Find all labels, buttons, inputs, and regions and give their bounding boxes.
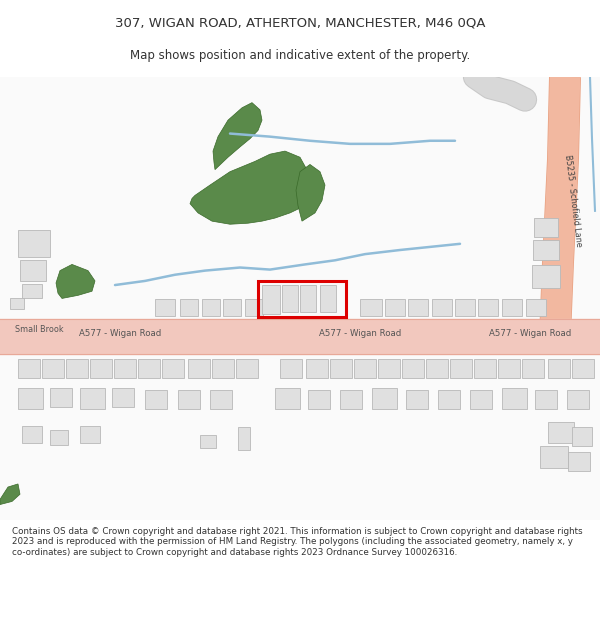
Bar bbox=[478, 299, 498, 316]
Bar bbox=[90, 359, 112, 378]
Bar bbox=[114, 359, 136, 378]
Bar bbox=[402, 359, 424, 378]
Bar bbox=[438, 390, 460, 409]
Text: B5235 - Schofield Lane: B5235 - Schofield Lane bbox=[563, 154, 583, 247]
Polygon shape bbox=[213, 102, 262, 169]
Bar bbox=[66, 359, 88, 378]
Bar bbox=[180, 299, 198, 316]
Bar bbox=[567, 390, 589, 409]
Bar bbox=[280, 359, 302, 378]
Text: Small Brook: Small Brook bbox=[15, 325, 64, 334]
Polygon shape bbox=[56, 264, 95, 298]
Bar bbox=[80, 426, 100, 442]
Bar bbox=[22, 426, 42, 442]
Bar bbox=[155, 299, 175, 316]
Bar bbox=[470, 390, 492, 409]
Bar bbox=[572, 428, 592, 446]
Bar bbox=[210, 390, 232, 409]
Text: A577 - Wigan Road: A577 - Wigan Road bbox=[79, 329, 161, 338]
Bar bbox=[330, 359, 352, 378]
Bar bbox=[300, 285, 316, 312]
Bar bbox=[275, 388, 300, 409]
Bar bbox=[238, 428, 250, 450]
Bar bbox=[212, 359, 234, 378]
Bar bbox=[112, 388, 134, 407]
Bar bbox=[572, 359, 594, 378]
Bar bbox=[258, 281, 346, 317]
Bar bbox=[282, 285, 298, 312]
Bar bbox=[200, 436, 216, 448]
Bar bbox=[378, 359, 400, 378]
Bar bbox=[202, 299, 220, 316]
Bar bbox=[450, 359, 472, 378]
Bar bbox=[10, 298, 24, 309]
Polygon shape bbox=[296, 164, 325, 221]
Text: A577 - Wigan Road: A577 - Wigan Road bbox=[489, 329, 571, 338]
Bar bbox=[20, 260, 46, 281]
Bar bbox=[455, 299, 475, 316]
Bar bbox=[498, 359, 520, 378]
Text: 307, WIGAN ROAD, ATHERTON, MANCHESTER, M46 0QA: 307, WIGAN ROAD, ATHERTON, MANCHESTER, M… bbox=[115, 16, 485, 29]
Bar bbox=[50, 431, 68, 445]
Bar bbox=[535, 390, 557, 409]
Polygon shape bbox=[190, 151, 310, 224]
Bar bbox=[223, 299, 241, 316]
Bar bbox=[385, 299, 405, 316]
Bar bbox=[178, 390, 200, 409]
Bar bbox=[502, 388, 527, 409]
Bar bbox=[540, 446, 568, 469]
Bar bbox=[80, 388, 105, 409]
Bar bbox=[245, 299, 263, 316]
Bar bbox=[432, 299, 452, 316]
Text: Map shows position and indicative extent of the property.: Map shows position and indicative extent… bbox=[130, 49, 470, 62]
Polygon shape bbox=[0, 484, 20, 504]
Bar bbox=[320, 285, 336, 312]
Bar bbox=[22, 284, 42, 298]
Text: A577 - Wigan Road: A577 - Wigan Road bbox=[319, 329, 401, 338]
Bar bbox=[548, 359, 570, 378]
Bar bbox=[372, 388, 397, 409]
Bar bbox=[50, 388, 72, 407]
Bar bbox=[138, 359, 160, 378]
Bar bbox=[532, 266, 560, 288]
Bar bbox=[474, 359, 496, 378]
Text: Contains OS data © Crown copyright and database right 2021. This information is : Contains OS data © Crown copyright and d… bbox=[12, 527, 583, 557]
Bar bbox=[533, 240, 559, 260]
Bar bbox=[522, 359, 544, 378]
Bar bbox=[308, 390, 330, 409]
Bar bbox=[262, 285, 280, 314]
Bar bbox=[42, 359, 64, 378]
Bar bbox=[18, 231, 50, 258]
Bar bbox=[360, 299, 382, 316]
Bar bbox=[568, 452, 590, 471]
Bar bbox=[408, 299, 428, 316]
Bar bbox=[162, 359, 184, 378]
Bar bbox=[340, 390, 362, 409]
Bar bbox=[534, 218, 558, 237]
Bar bbox=[236, 359, 258, 378]
Bar bbox=[548, 422, 574, 442]
Bar bbox=[306, 359, 328, 378]
Bar bbox=[426, 359, 448, 378]
Bar bbox=[502, 299, 522, 316]
Bar bbox=[18, 388, 43, 409]
Bar bbox=[145, 390, 167, 409]
Bar bbox=[188, 359, 210, 378]
Bar bbox=[526, 299, 546, 316]
Bar bbox=[406, 390, 428, 409]
Bar bbox=[18, 359, 40, 378]
Bar bbox=[354, 359, 376, 378]
